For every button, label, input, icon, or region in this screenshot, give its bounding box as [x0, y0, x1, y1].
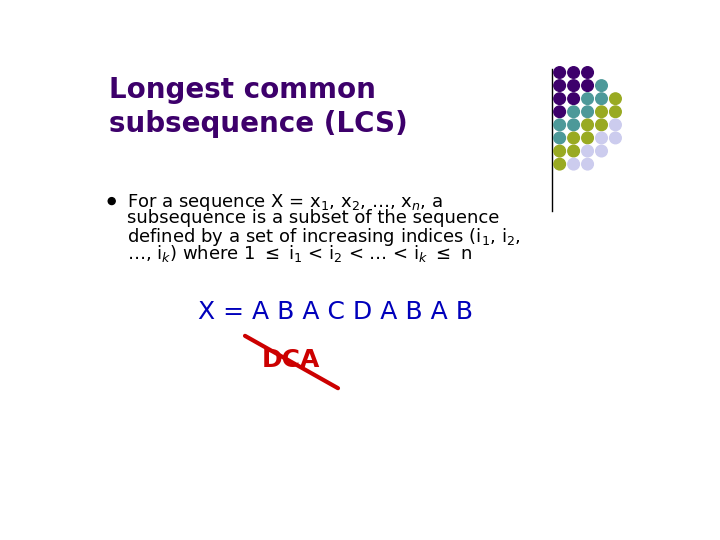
Circle shape	[568, 67, 580, 78]
Text: defined by a set of increasing indices (i$_1$, i$_2$,: defined by a set of increasing indices (…	[127, 226, 521, 248]
Circle shape	[582, 158, 593, 170]
Circle shape	[554, 158, 565, 170]
Circle shape	[582, 67, 593, 78]
Circle shape	[582, 132, 593, 144]
Circle shape	[568, 145, 580, 157]
Circle shape	[610, 93, 621, 104]
Text: For a sequence X = x$_1$, x$_2$, $\ldots$, x$_n$, a: For a sequence X = x$_1$, x$_2$, $\ldots…	[127, 192, 443, 213]
Circle shape	[595, 145, 607, 157]
Circle shape	[568, 80, 580, 91]
Circle shape	[582, 119, 593, 131]
Circle shape	[610, 106, 621, 118]
Circle shape	[568, 132, 580, 144]
Text: X = A B A C D A B A B: X = A B A C D A B A B	[199, 300, 474, 323]
Text: DCA: DCA	[262, 348, 320, 372]
Circle shape	[610, 119, 621, 131]
Circle shape	[595, 93, 607, 104]
Circle shape	[568, 93, 580, 104]
Circle shape	[610, 132, 621, 144]
Circle shape	[595, 80, 607, 91]
Circle shape	[582, 80, 593, 91]
Circle shape	[568, 158, 580, 170]
Circle shape	[554, 106, 565, 118]
Circle shape	[554, 145, 565, 157]
Circle shape	[582, 145, 593, 157]
Circle shape	[582, 93, 593, 104]
Circle shape	[595, 119, 607, 131]
Circle shape	[595, 132, 607, 144]
Circle shape	[568, 119, 580, 131]
Circle shape	[108, 198, 115, 205]
Circle shape	[554, 80, 565, 91]
Circle shape	[554, 67, 565, 78]
Circle shape	[568, 106, 580, 118]
Text: $\ldots$, i$_k$) where 1 $\leq$ i$_1$ < i$_2$ < $\ldots$ < i$_k$ $\leq$ n: $\ldots$, i$_k$) where 1 $\leq$ i$_1$ < …	[127, 242, 472, 264]
Circle shape	[554, 93, 565, 104]
Circle shape	[582, 106, 593, 118]
Circle shape	[554, 119, 565, 131]
Text: Longest common
subsequence (LCS): Longest common subsequence (LCS)	[109, 76, 408, 138]
Circle shape	[595, 106, 607, 118]
Text: subsequence is a subset of the sequence: subsequence is a subset of the sequence	[127, 209, 500, 227]
Circle shape	[554, 132, 565, 144]
